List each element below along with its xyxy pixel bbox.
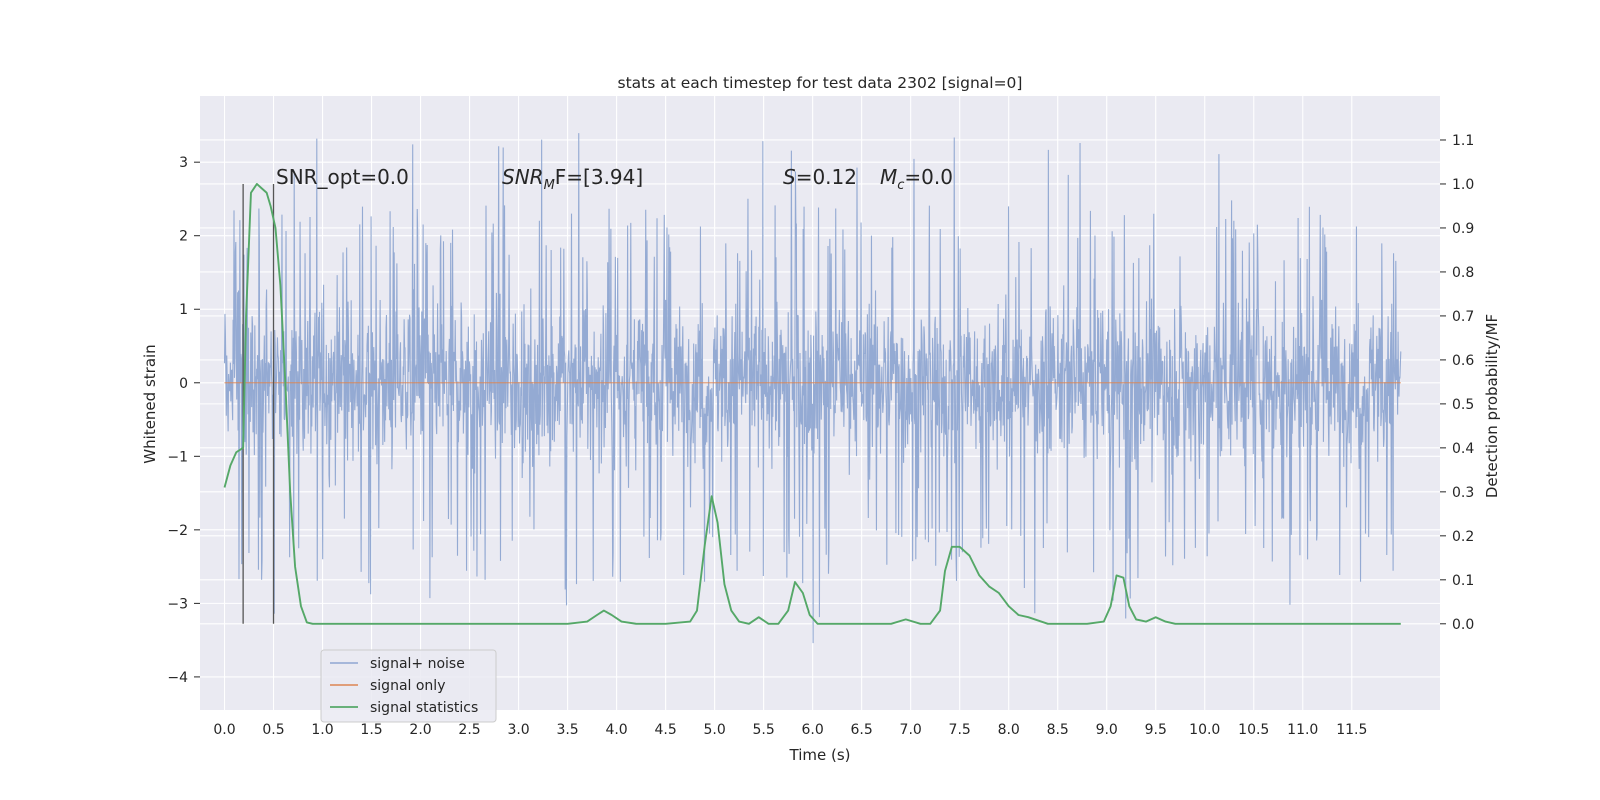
x-tick-label: 3.0: [507, 722, 529, 738]
legend: signal+ noise signal only signal statist…: [320, 649, 497, 723]
x-tick-label: 11.0: [1287, 722, 1318, 738]
y2-axis-label: Detection probability/MF: [1483, 314, 1501, 498]
x-tick-label: 0.0: [213, 722, 235, 738]
annotation-mc-symbol: M: [880, 165, 897, 189]
annotation-mc-subscript: c: [897, 178, 904, 193]
y-tick-label: −2: [167, 523, 188, 539]
y2-tick-labels: 1.1 1.0 0.9 0.8 0.7 0.6 0.5 0.4 0.3 0.2 0.1 0.0: [1440, 133, 1474, 633]
y-tick-label: −4: [167, 670, 188, 686]
legend-label-signal-statistics: signal statistics: [370, 700, 478, 716]
y-tick-label: 0: [179, 376, 188, 392]
vertical-markers: [242, 183, 275, 624]
x-tick-label: 8.0: [998, 722, 1020, 738]
y-tick-label: 1: [179, 302, 188, 318]
series-line-signal-noise: [223, 133, 1402, 644]
x-tick-label: 3.5: [556, 722, 578, 738]
y2-tick-label: 0.7: [1452, 309, 1474, 325]
x-tick-label: 5.5: [753, 722, 775, 738]
y2-tick-label: 0.5: [1452, 397, 1474, 413]
legend-box: [320, 649, 497, 723]
x-axis-label: Time (s): [789, 746, 851, 764]
y2-tick-label: 0.4: [1452, 441, 1474, 457]
legend-label-signal-only: signal only: [370, 678, 445, 694]
y-tick-labels: 3 2 1 0 −1 −2 −3 −4: [167, 155, 200, 686]
y2-tick-label: 0.3: [1452, 485, 1474, 501]
annotation-snr-opt: SNR_opt=0.0: [276, 165, 409, 189]
x-tick-label: 2.5: [458, 722, 480, 738]
y2-tick-label: 0.8: [1452, 265, 1474, 281]
y-tick-label: 3: [179, 155, 188, 171]
y2-tick-label: 0.6: [1452, 353, 1474, 369]
series-signal-statistics: [223, 183, 1401, 625]
y-tick-label: −1: [167, 449, 188, 465]
annotation-snr-mf-subscript: M: [544, 178, 555, 193]
x-tick-label: 8.5: [1047, 722, 1069, 738]
annotation-snr-mf-symbol: SNR: [502, 165, 544, 189]
x-tick-label: 6.5: [851, 722, 873, 738]
x-tick-label: 2.0: [409, 722, 431, 738]
y-tick-label: −3: [167, 596, 188, 612]
x-tick-label: 1.0: [311, 722, 333, 738]
x-tick-label: 4.0: [605, 722, 627, 738]
annotation-mc-value: =0.0: [904, 165, 953, 189]
x-tick-label: 10.5: [1238, 722, 1269, 738]
x-tick-label: 4.5: [654, 722, 676, 738]
x-tick-label: 10.0: [1189, 722, 1220, 738]
x-tick-label: 7.0: [900, 722, 922, 738]
x-tick-label: 7.5: [949, 722, 971, 738]
annotation-snr-mf-value: F=[3.94]: [555, 165, 643, 189]
x-tick-label: 0.5: [262, 722, 284, 738]
x-tick-labels: 0.0 0.5 1.0 1.5 2.0 2.5 3.0 3.5 4.0 4.5 5.0 5.5 6.0 6…: [213, 722, 1367, 738]
x-tick-label: 5.0: [703, 722, 725, 738]
x-tick-label: 9.5: [1145, 722, 1167, 738]
annotation-snr-mf: SNRMF=[3.94]: [502, 165, 643, 193]
annotation-s: S=0.12: [783, 165, 857, 189]
x-tick-label: 11.5: [1336, 722, 1367, 738]
annotation-s-symbol: S: [783, 165, 796, 189]
x-tick-label: 9.0: [1096, 722, 1118, 738]
legend-label-signal-noise: signal+ noise: [370, 656, 465, 672]
series-line-signal-statistics: [223, 183, 1401, 625]
y-axis-label: Whitened strain: [141, 344, 159, 463]
y2-tick-label: 0.9: [1452, 221, 1474, 237]
y-tick-label: 2: [179, 229, 188, 245]
annotation-mc: Mc=0.0: [880, 165, 953, 193]
chart-title: stats at each timestep for test data 230…: [618, 74, 1023, 92]
y2-tick-label: 0.2: [1452, 529, 1474, 545]
y2-tick-label: 1.0: [1452, 177, 1474, 193]
x-tick-label: 6.0: [802, 722, 824, 738]
y2-tick-label: 0.0: [1452, 617, 1474, 633]
series-signal-noise: [223, 133, 1402, 644]
y2-tick-label: 1.1: [1452, 133, 1474, 149]
y2-tick-label: 0.1: [1452, 573, 1474, 589]
annotation-s-value: =0.12: [796, 165, 857, 189]
x-tick-label: 1.5: [360, 722, 382, 738]
